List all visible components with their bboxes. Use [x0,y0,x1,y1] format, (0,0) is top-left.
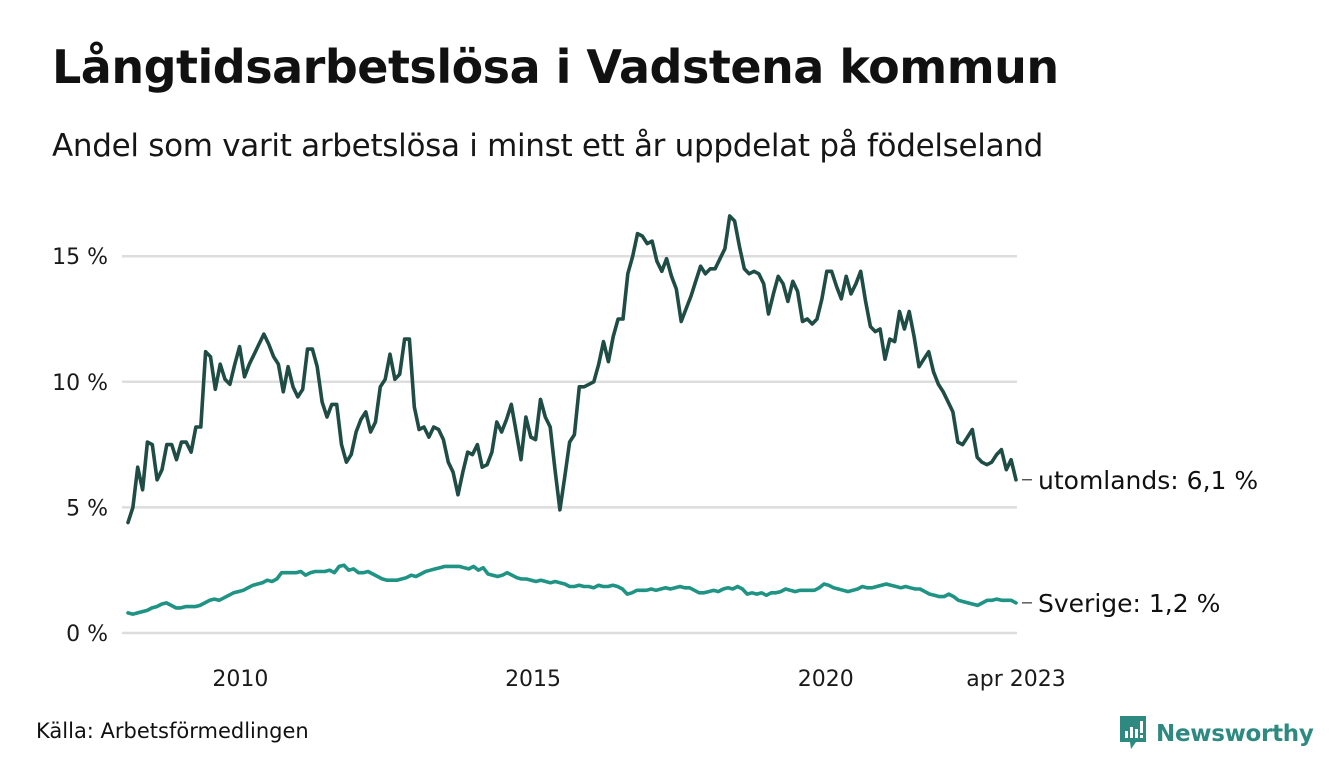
x-tick-label: 2015 [505,667,561,692]
brand-name: Newsworthy [1156,721,1314,747]
x-axis: 2010 2015 2020 apr 2023 [212,667,1065,692]
newsworthy-logo[interactable]: Newsworthy [1118,714,1314,754]
y-tick-label: 5 % [66,496,108,521]
end-label-utomlands: utomlands: 6,1 % [1038,466,1258,495]
y-tick-label: 10 % [52,371,108,396]
gridlines [122,254,1017,635]
y-axis: 0 % 5 % 10 % 15 % [52,245,108,647]
end-label-sverige: Sverige: 1,2 % [1038,589,1220,618]
chart-title: Långtidsarbetslösa i Vadstena kommun [52,40,1059,94]
end-labels: utomlands: 6,1 % Sverige: 1,2 % [1022,466,1258,618]
x-tick-label: 2020 [798,667,854,692]
y-tick-label: 0 % [66,622,108,647]
bar-chart-speech-bubble-icon [1118,714,1148,754]
source-note: Källa: Arbetsförmedlingen [36,719,309,743]
x-tick-label: apr 2023 [966,667,1065,692]
chart-subtitle: Andel som varit arbetslösa i minst ett å… [52,128,1044,164]
series-lines [126,214,1018,617]
series-line-utomlands [126,214,1018,525]
y-tick-label: 15 % [52,245,108,270]
series-line-sverige [126,563,1018,617]
x-tick-label: 2010 [212,667,268,692]
